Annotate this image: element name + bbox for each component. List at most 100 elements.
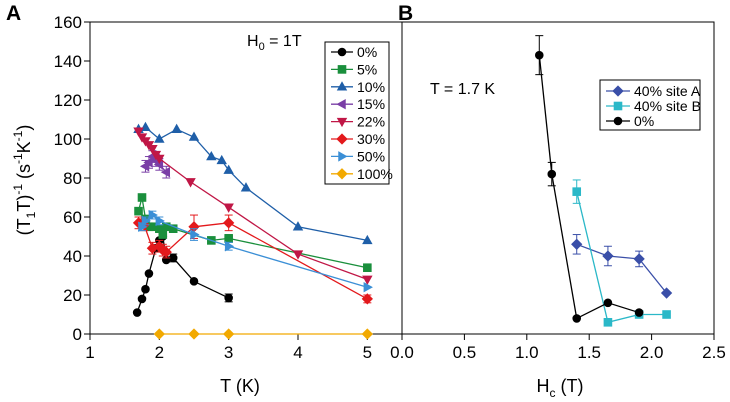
panel-a-plot (132, 121, 373, 340)
panel-a-xlabel: T (K) (220, 376, 260, 396)
panel-a-point-5- (363, 263, 372, 272)
panel-b-series-line-40-site-a (576, 243, 668, 294)
panel-a-point-0- (224, 293, 233, 303)
panel-b-point-0- (547, 169, 557, 179)
panel-a-point-10- (216, 154, 227, 165)
panel-b-point-40-site-a (602, 250, 614, 262)
panel-a-ytick-label: 80 (63, 169, 82, 188)
panel-a-legend-box (324, 41, 390, 185)
panel-a-legend-label-5-: 5% (357, 61, 377, 77)
panel-a-ytick-label: 20 (63, 286, 82, 305)
panel-a-ytick-label: 140 (54, 52, 82, 71)
panel-a-legend-marker-10- (336, 81, 348, 91)
panel-a-legend-marker-5- (337, 65, 347, 74)
panel-a-point-30- (361, 293, 373, 305)
panel-a-point-22- (154, 154, 165, 165)
panel-a-point-10- (171, 123, 182, 133)
panel-a-point-5- (168, 224, 178, 233)
panel-a-point-50- (155, 215, 165, 227)
panel-a-legend-label-30-: 30% (357, 131, 385, 147)
panel-b-xlabel: Hc (T) (537, 376, 584, 400)
panel-a-point-22- (292, 250, 304, 260)
panel-b-xtick-label: 2.5 (702, 343, 726, 362)
panel-a-ytick-label: 120 (54, 91, 82, 110)
panel-a-point-10- (292, 221, 304, 231)
panel-a-point-10- (140, 121, 151, 132)
panel-a-legend-label-22-: 22% (357, 114, 385, 130)
panel-a-point-50- (363, 281, 373, 293)
panel-a-point-0- (132, 308, 142, 317)
panel-a-legend-label-15-: 15% (357, 96, 385, 112)
panel-b-point-40-site-b (572, 187, 582, 196)
panel-a-xtick-label: 1 (85, 343, 94, 362)
panel-a-point-50- (190, 229, 200, 240)
panel-a-point-0- (137, 294, 147, 304)
panel-a-point-0- (168, 253, 178, 263)
panel-a-legend-marker-50- (338, 151, 348, 162)
panel-a-xtick-label: 5 (363, 343, 372, 362)
panel-a-ytick-label: 40 (63, 247, 82, 266)
panel-a-point-50- (148, 209, 158, 221)
panel-b-plot (534, 35, 673, 327)
panel-b-annotation: T = 1.7 K (430, 81, 495, 98)
panel-a-point-10- (223, 164, 234, 174)
panel-a-point-10- (240, 182, 252, 192)
panel-a-point-10- (206, 150, 217, 161)
panel-b-point-40-site-b (662, 310, 671, 319)
panel-a-ytick-label: 160 (54, 13, 82, 32)
panel-a-ytick-label: 60 (63, 208, 82, 227)
panel-a-legend-marker-100- (336, 168, 348, 180)
panel-a-legend: 0%5% 10%15% 22%30%50% 100% (331, 44, 393, 182)
panel-a-point-5- (137, 193, 147, 202)
panel-b-legend-label-0-: 0% (634, 113, 654, 129)
panel-a-point-22- (185, 178, 196, 188)
panel-a-legend-label-10-: 10% (357, 79, 385, 95)
panel-a-legend-marker-0- (337, 47, 347, 57)
panel-b-point-40-site-a (571, 238, 583, 250)
panel-a-legend-label-50-: 50% (357, 148, 385, 164)
panel-a-legend-label-0-: 0% (357, 44, 377, 60)
panel-a-legend-marker-30- (336, 133, 348, 145)
panel-a-point-50- (141, 215, 152, 227)
panel-b-legend-marker-0- (613, 116, 623, 126)
panel-a-point-0- (189, 277, 199, 286)
panel-a-point-30- (223, 217, 235, 229)
panel-b-letter: B (398, 2, 413, 25)
panel-b-xtick-label: 2.0 (640, 343, 664, 362)
panel-a-point-10- (188, 131, 200, 141)
panel-a-legend-label-100-: 100% (357, 166, 393, 182)
panel-a-point-22- (223, 203, 234, 213)
panel-a-point-22- (147, 145, 158, 155)
panel-b-point-0- (603, 298, 613, 308)
panel-b-xtick-label: 1.0 (515, 343, 539, 362)
panel-b-frame (401, 21, 715, 335)
panel-b-point-40-site-a (633, 253, 645, 265)
panel-b-legend-marker-40-site-b (613, 101, 623, 111)
panel-a-point-5- (224, 234, 233, 243)
panel-b-xtick-label: 0.0 (390, 343, 414, 362)
panel-a-xtick-label: 2 (155, 343, 164, 362)
panel-a-point-0- (141, 284, 150, 294)
panel-b-point-0- (534, 50, 544, 60)
panel-a-ytick-label: 100 (54, 130, 82, 149)
panel-a-ylabel: (T1T)-1 (s-1K-1) (11, 125, 38, 236)
panel-a-point-100- (188, 328, 200, 340)
panel-a-point-5- (158, 230, 168, 239)
panel-a-point-30- (160, 246, 172, 258)
panel-a-xtick-label: 4 (293, 343, 302, 362)
panel-b-point-40-site-b (603, 318, 613, 327)
panel-a-point-50- (224, 241, 235, 252)
panel-a-point-15- (160, 166, 170, 178)
panel-b-xtick-label: 0.5 (453, 343, 477, 362)
panel-b-legend: 40% site A40% site B0% (606, 83, 701, 129)
panel-a-point-22- (362, 275, 373, 285)
panel-a-point-100- (153, 328, 165, 340)
panel-a-point-10- (154, 133, 165, 143)
panel-a-xtick-label: 3 (224, 343, 233, 362)
panel-a-legend-marker-15- (336, 98, 346, 110)
panel-b-point-0- (634, 308, 644, 317)
panel-b-xtick-label: 1.5 (577, 343, 601, 362)
panel-a-legend-marker-22- (336, 117, 348, 128)
panel-a-ytick-label: 0 (73, 325, 82, 344)
